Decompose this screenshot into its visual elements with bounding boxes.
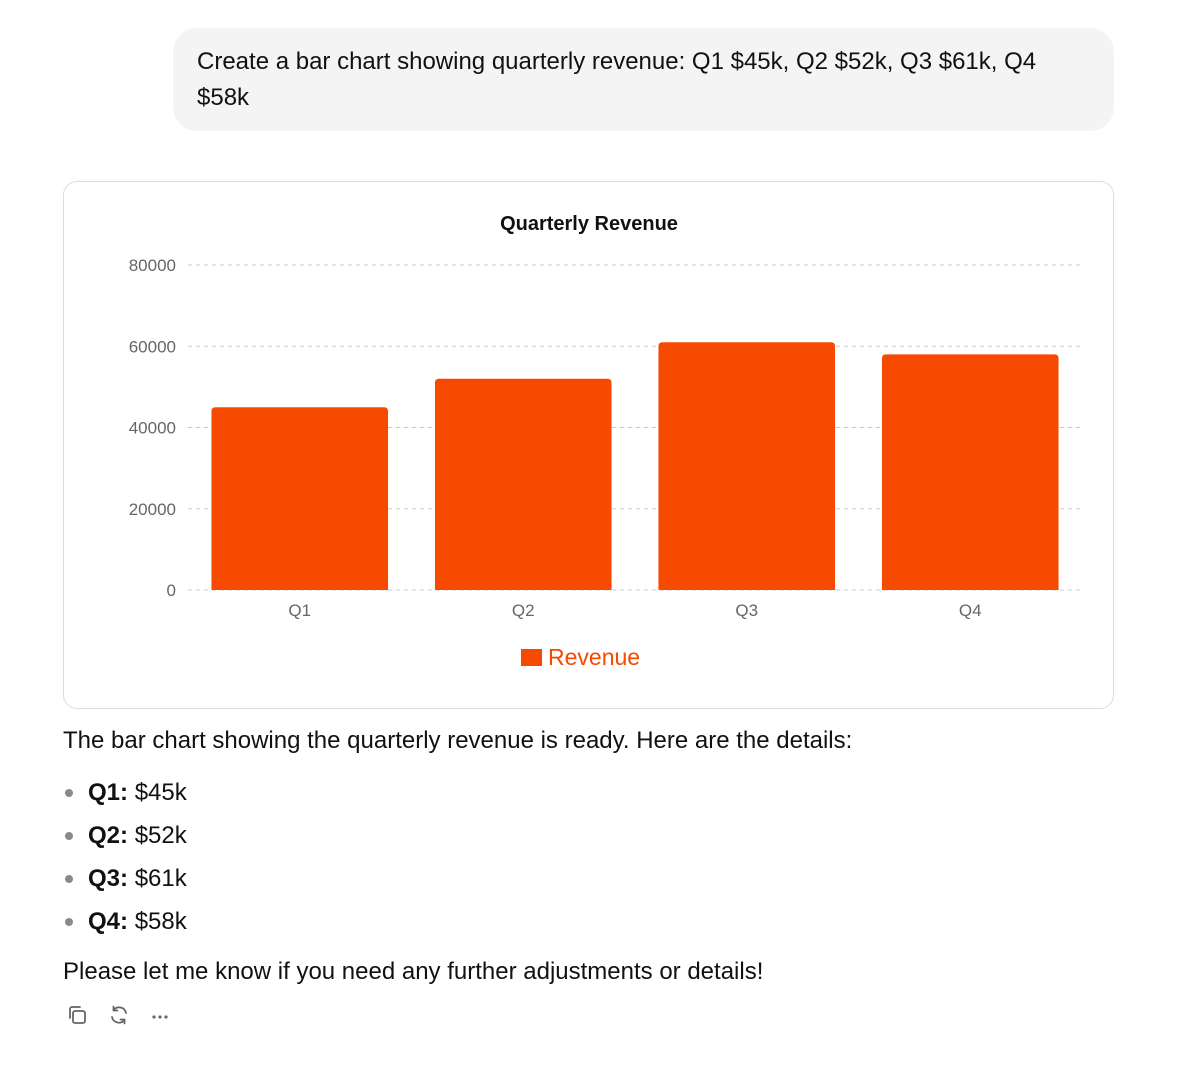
chart-card: Quarterly Revenue 0 20000 40000 60000 80000 … [63, 181, 1114, 709]
list-item-label: Q4: [88, 908, 129, 935]
x-tick-label: Q3 [735, 601, 758, 620]
list-item-label: Q2: [88, 822, 129, 849]
x-tick-label: Q4 [959, 601, 982, 620]
chart-title: Quarterly Revenue [500, 213, 678, 235]
y-tick-label: 60000 [129, 337, 176, 356]
assistant-intro-text: The bar chart showing the quarterly reve… [63, 727, 853, 754]
list-item: Q4: $58k [63, 904, 187, 947]
bar-q3[interactable] [658, 342, 836, 590]
list-item: Q1: $45k [63, 775, 187, 818]
y-tick-label: 20000 [129, 500, 176, 519]
user-message-text: Create a bar chart showing quarterly rev… [197, 48, 1037, 111]
x-tick-label: Q1 [288, 601, 311, 620]
regenerate-button[interactable] [105, 1001, 133, 1029]
legend-swatch [521, 649, 542, 666]
bar-chart: Quarterly Revenue 020000400006000080000 … [129, 213, 1082, 670]
bullet-icon [65, 875, 73, 883]
bullet-icon [65, 789, 73, 797]
list-item-label: Q3: [88, 865, 129, 892]
revenue-list: Q1: $45k Q2: $52k Q3: $61k Q4: $58k [63, 775, 187, 947]
y-tick-label: 0 [167, 581, 176, 600]
assistant-closing-text: Please let me know if you need any furth… [63, 958, 764, 985]
list-item-value: $61k [134, 865, 187, 892]
list-item-label: Q1: [88, 779, 129, 806]
list-item-value: $45k [134, 779, 187, 806]
list-item-value: $52k [134, 822, 187, 849]
legend-label[interactable]: Revenue [548, 644, 640, 670]
list-item: Q2: $52k [63, 818, 187, 861]
regenerate-icon [111, 1005, 127, 1025]
bullet-icon [65, 918, 73, 926]
copy-icon [69, 1006, 86, 1024]
bar-q1[interactable] [211, 407, 389, 590]
bullet-icon [65, 832, 73, 840]
y-tick-label: 40000 [129, 419, 176, 438]
y-tick-label: 80000 [129, 256, 176, 275]
list-item: Q3: $61k [63, 861, 187, 904]
more-options-button[interactable] [147, 1001, 175, 1029]
user-message-bubble: Create a bar chart showing quarterly rev… [173, 28, 1114, 131]
copy-button[interactable] [63, 1001, 91, 1029]
bar-q4[interactable] [881, 354, 1059, 590]
list-item-value: $58k [134, 908, 187, 935]
bar-q2[interactable] [434, 378, 612, 590]
x-tick-label: Q2 [512, 601, 535, 620]
more-icon [152, 1015, 168, 1019]
